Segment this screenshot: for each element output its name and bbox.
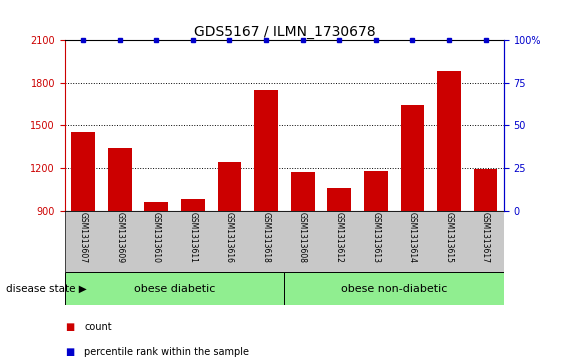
Text: GSM1313612: GSM1313612 (335, 212, 343, 263)
Bar (284, 272, 504, 305)
Text: GSM1313614: GSM1313614 (408, 212, 417, 263)
Bar (108, 148, 132, 211)
Text: GSM1313618: GSM1313618 (262, 212, 270, 263)
Bar (364, 171, 388, 211)
Text: GSM1313615: GSM1313615 (445, 212, 453, 263)
Bar (71, 132, 95, 211)
Bar (400, 105, 425, 211)
Bar (181, 199, 205, 211)
Bar (217, 162, 242, 211)
Bar (65, 272, 284, 305)
Text: GSM1313607: GSM1313607 (79, 212, 87, 263)
Text: percentile rank within the sample: percentile rank within the sample (84, 347, 249, 357)
Bar (254, 90, 278, 211)
Text: obese non-diabetic: obese non-diabetic (341, 284, 447, 294)
Text: GSM1313617: GSM1313617 (481, 212, 490, 263)
Text: GSM1313609: GSM1313609 (115, 212, 124, 263)
Bar (291, 172, 315, 211)
Text: GSM1313610: GSM1313610 (152, 212, 160, 263)
Bar (327, 188, 351, 211)
Text: count: count (84, 322, 112, 332)
Title: GDS5167 / ILMN_1730678: GDS5167 / ILMN_1730678 (194, 25, 375, 39)
Text: ■: ■ (65, 347, 74, 357)
Bar (473, 169, 498, 211)
Text: GSM1313616: GSM1313616 (225, 212, 234, 263)
Text: disease state ▶: disease state ▶ (6, 284, 86, 294)
Text: GSM1313608: GSM1313608 (298, 212, 307, 263)
Bar (437, 71, 461, 211)
Bar (144, 202, 168, 211)
Text: GSM1313611: GSM1313611 (189, 212, 197, 263)
Text: ■: ■ (65, 322, 74, 332)
Text: GSM1313613: GSM1313613 (372, 212, 380, 263)
Text: obese diabetic: obese diabetic (134, 284, 215, 294)
